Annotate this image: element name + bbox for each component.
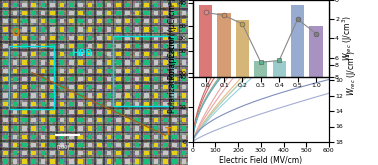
Y-axis label: $W_{rec}$ (J/cm$^3$): $W_{rec}$ (J/cm$^3$) [344, 50, 359, 96]
Bar [217, 13, 231, 165]
Text: [100]: [100] [56, 145, 70, 149]
Y-axis label: Polarization (μC/cm²): Polarization (μC/cm²) [168, 32, 177, 113]
Bar [9, 46, 54, 109]
Bar [254, 61, 268, 165]
Y-axis label: $W_{rec}$ (J/cm$^3$): $W_{rec}$ (J/cm$^3$) [341, 15, 355, 61]
Bar [291, 5, 304, 165]
Bar [199, 5, 212, 165]
Bar [310, 26, 323, 165]
Text: HPB: HPB [71, 49, 93, 58]
Bar [273, 61, 286, 165]
X-axis label: x: x [258, 0, 263, 1]
Text: T: T [165, 127, 172, 137]
Text: O: O [11, 28, 20, 38]
Bar [113, 36, 173, 106]
X-axis label: Electric Field (MV/cm): Electric Field (MV/cm) [219, 156, 302, 165]
Bar [236, 20, 249, 165]
Y-axis label: Polarization (μC/cm²): Polarization (μC/cm²) [168, 0, 177, 79]
